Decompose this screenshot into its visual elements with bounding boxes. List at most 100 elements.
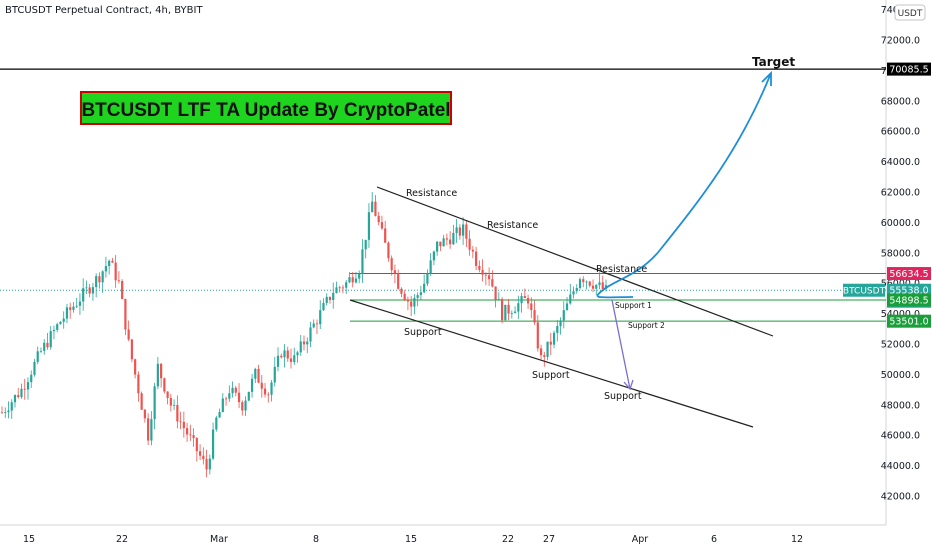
price-axis-labels: 70085.556634.555538.052:21BTCUSDT54898.5… (843, 62, 931, 328)
candle (185, 422, 189, 442)
currency-badge[interactable]: USDT (894, 4, 926, 21)
candle (423, 274, 426, 294)
candle (250, 373, 254, 398)
candle (462, 217, 465, 245)
candle (163, 377, 166, 394)
candle (176, 395, 179, 429)
candle (543, 351, 546, 367)
candle (601, 275, 604, 291)
candle (52, 325, 56, 340)
candle (380, 215, 384, 230)
candle (309, 321, 312, 348)
candle (134, 358, 137, 379)
candle (260, 374, 263, 398)
candle (351, 272, 354, 288)
candle (224, 396, 228, 406)
target-arrowhead (761, 70, 772, 86)
candle (439, 241, 442, 252)
candle (475, 246, 478, 271)
candle (189, 424, 192, 441)
candle (588, 280, 591, 288)
svg-text:70085.5: 70085.5 (889, 65, 928, 76)
candle (419, 285, 423, 300)
candle (471, 246, 474, 259)
channel-lower-trendline[interactable] (349, 299, 754, 428)
candle (130, 338, 133, 363)
candle (429, 252, 432, 276)
candle (312, 319, 315, 329)
y-tick-label: 72000.0 (881, 36, 920, 47)
candle (364, 239, 367, 259)
target-line-label: 70085.5 (887, 62, 931, 76)
y-tick-label: 68000.0 (881, 96, 920, 107)
x-tick-label: 8 (313, 534, 319, 545)
candle (397, 269, 400, 290)
candle (156, 357, 159, 390)
candle (513, 306, 517, 314)
candle (267, 392, 270, 403)
channel-upper-trendline[interactable] (376, 186, 774, 337)
candle (4, 407, 7, 418)
candle (413, 294, 416, 315)
down-projection-line[interactable] (611, 299, 631, 390)
candle (598, 272, 601, 290)
candle (30, 370, 33, 388)
candle (595, 284, 598, 296)
x-axis-ticks: 15 22 Mar 8 15 22 27 Apr 6 12 (23, 534, 803, 545)
down-arrowhead (623, 379, 634, 391)
candle (325, 293, 328, 306)
symbol-title[interactable]: BTCUSDT Perpetual Contract, 4h, BYBIT (5, 5, 203, 16)
candle (371, 191, 374, 213)
candle (69, 302, 72, 319)
y-tick-label: 48000.0 (881, 400, 920, 411)
y-tick-label: 50000.0 (881, 370, 920, 381)
candle (85, 280, 88, 295)
candle (575, 284, 578, 294)
candle (565, 297, 569, 311)
x-tick-label: 22 (116, 534, 128, 545)
candle (393, 264, 397, 284)
candle (539, 344, 543, 360)
candle (121, 279, 124, 300)
candle (416, 292, 419, 307)
x-tick-label: 6 (711, 534, 717, 545)
candle (82, 278, 85, 311)
support-1-line-label: 54898.5 (887, 293, 931, 307)
candle (484, 272, 487, 286)
candle (244, 396, 247, 416)
target-projection-curve[interactable] (596, 72, 772, 299)
candle (117, 271, 121, 284)
candle (286, 346, 289, 362)
candle (205, 449, 208, 478)
candle (455, 218, 458, 243)
candle (520, 292, 523, 313)
candle (306, 337, 309, 354)
candle (546, 341, 549, 361)
candle (137, 371, 140, 402)
horizontal-levels (0, 68, 886, 322)
candle (231, 381, 234, 398)
candle (150, 411, 153, 446)
svg-text:55538.0: 55538.0 (889, 286, 928, 297)
candle (263, 382, 267, 398)
candle (452, 224, 455, 246)
candle (319, 300, 322, 329)
y-tick-label: 58000.0 (881, 248, 920, 259)
candle (195, 437, 198, 462)
candle (533, 300, 536, 325)
candle (192, 428, 195, 447)
candle (332, 282, 335, 309)
candle (315, 319, 319, 335)
candle (147, 413, 150, 445)
annotation-support-2: Support (532, 370, 570, 381)
candle (426, 269, 429, 287)
candle (160, 363, 163, 388)
candle (228, 385, 231, 402)
candle (432, 250, 435, 266)
candle (335, 281, 338, 294)
candle (283, 344, 286, 368)
candle (569, 283, 572, 305)
candle (377, 211, 380, 226)
candle (62, 311, 65, 329)
